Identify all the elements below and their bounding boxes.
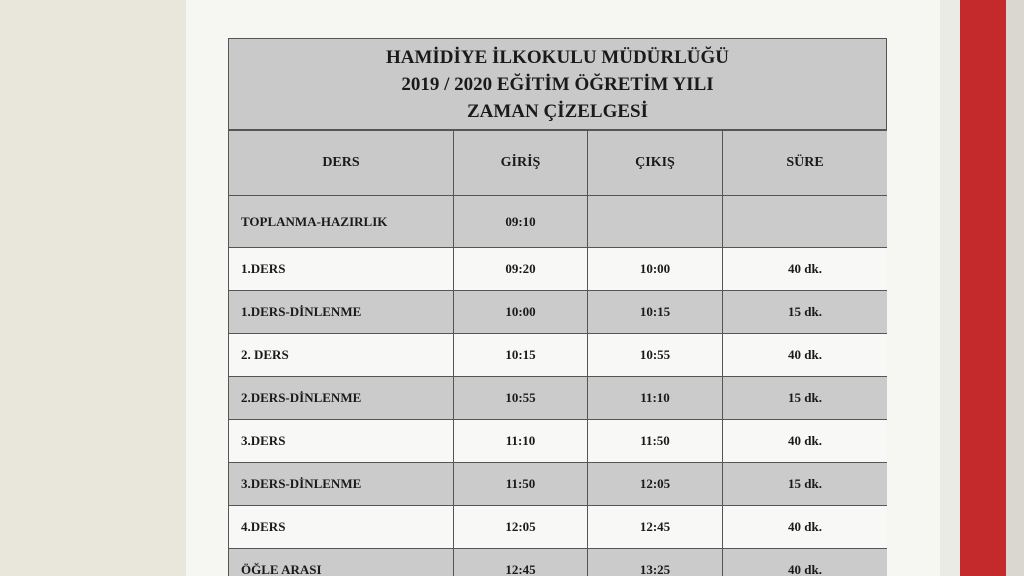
cell: 40 dk. bbox=[722, 548, 887, 576]
row: 1.DERS-DİNLENME 10:00 10:15 15 dk. bbox=[228, 290, 887, 334]
red-frame bbox=[960, 0, 1006, 576]
cell: 10:15 bbox=[453, 333, 588, 377]
cell: 12:05 bbox=[587, 462, 723, 506]
cell: 2.DERS-DİNLENME bbox=[228, 376, 454, 420]
cell: ÖĞLE ARASI bbox=[228, 548, 454, 576]
schedule-table: DERS GİRİŞ ÇIKIŞ SÜRE TOPLANMA-HAZIRLIK 09:10… bbox=[228, 130, 887, 576]
row: 1.DERS 09:20 10:00 40 dk. bbox=[228, 247, 887, 291]
cell: 10:55 bbox=[587, 333, 723, 377]
cell: 10:00 bbox=[587, 247, 723, 291]
cell: 15 dk. bbox=[722, 290, 887, 334]
cell: 3.DERS-DİNLENME bbox=[228, 462, 454, 506]
row: 3.DERS 11:10 11:50 40 dk. bbox=[228, 419, 887, 463]
cell: 10:15 bbox=[587, 290, 723, 334]
column-header: SÜRE bbox=[722, 130, 887, 196]
cell: TOPLANMA-HAZIRLIK bbox=[228, 195, 454, 248]
cell: 11:10 bbox=[587, 376, 723, 420]
cell: 40 dk. bbox=[722, 333, 887, 377]
cell: 40 dk. bbox=[722, 419, 887, 463]
cell: 12:45 bbox=[453, 548, 588, 576]
wall bbox=[1006, 0, 1024, 576]
cell: 13:25 bbox=[587, 548, 723, 576]
title-line: HAMİDİYE İLKOKULU MÜDÜRLÜĞÜ bbox=[385, 46, 730, 68]
title-line: ZAMAN ÇİZELGESİ bbox=[466, 100, 649, 122]
paper-edge bbox=[940, 0, 960, 576]
column-header: GİRİŞ bbox=[453, 130, 588, 196]
column-header: ÇIKIŞ bbox=[587, 130, 723, 196]
cell: 40 dk. bbox=[722, 505, 887, 549]
title-box: HAMİDİYE İLKOKULU MÜDÜRLÜĞÜ 2019 / 2020 … bbox=[228, 38, 887, 130]
row: ÖĞLE ARASI 12:45 13:25 40 dk. bbox=[228, 548, 887, 576]
cell: 09:20 bbox=[453, 247, 588, 291]
cell: 12:05 bbox=[453, 505, 588, 549]
cell: 10:55 bbox=[453, 376, 588, 420]
cell: 11:50 bbox=[453, 462, 588, 506]
column-header: DERS bbox=[228, 130, 454, 196]
header-row: DERS GİRİŞ ÇIKIŞ SÜRE bbox=[228, 130, 887, 196]
cell: 1.DERS-DİNLENME bbox=[228, 290, 454, 334]
row: 2.DERS-DİNLENME 10:55 11:10 15 dk. bbox=[228, 376, 887, 420]
row: 2. DERS 10:15 10:55 40 dk. bbox=[228, 333, 887, 377]
row: 4.DERS 12:05 12:45 40 dk. bbox=[228, 505, 887, 549]
cell: 1.DERS bbox=[228, 247, 454, 291]
cell: 3.DERS bbox=[228, 419, 454, 463]
cell: 10:00 bbox=[453, 290, 588, 334]
cell: 15 dk. bbox=[722, 376, 887, 420]
cell: 4.DERS bbox=[228, 505, 454, 549]
row: 3.DERS-DİNLENME 11:50 12:05 15 dk. bbox=[228, 462, 887, 506]
cell: 09:10 bbox=[453, 195, 588, 248]
cell: 15 dk. bbox=[722, 462, 887, 506]
cell: 2. DERS bbox=[228, 333, 454, 377]
cell: 12:45 bbox=[587, 505, 723, 549]
schedule: HAMİDİYE İLKOKULU MÜDÜRLÜĞÜ 2019 / 2020 … bbox=[228, 38, 887, 576]
empty-cell bbox=[722, 195, 887, 248]
cell: 11:10 bbox=[453, 419, 588, 463]
cell: 11:50 bbox=[587, 419, 723, 463]
row: TOPLANMA-HAZIRLIK 09:10 bbox=[228, 195, 887, 248]
cell: 40 dk. bbox=[722, 247, 887, 291]
title-line: 2019 / 2020 EĞİTİM ÖĞRETİM YILI bbox=[401, 73, 714, 95]
empty-cell bbox=[587, 195, 723, 248]
